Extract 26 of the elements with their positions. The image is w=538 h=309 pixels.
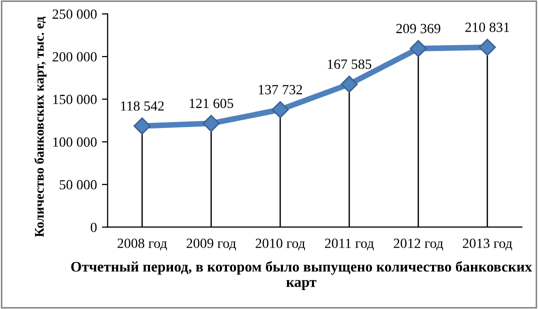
x-axis-title: Отчетный период, в котором было выпущено количество банковских карт	[71, 261, 532, 290]
y-tick-label: 200 000	[52, 52, 97, 62]
x-tick-label: 2012 год	[394, 238, 444, 251]
point	[340, 76, 358, 93]
y-tick-label: 150 000	[53, 94, 97, 104]
data-label: 210 831	[465, 22, 510, 32]
point	[202, 114, 220, 132]
data-label: 118 542	[121, 101, 164, 111]
x-tick-label: 2010 год	[256, 238, 306, 251]
point	[410, 40, 427, 58]
x-tick-label: 2009 год	[186, 238, 236, 251]
point	[272, 101, 289, 118]
data-label: 209 369	[396, 24, 440, 34]
point	[478, 38, 496, 56]
data-label: 137 732	[258, 84, 302, 94]
data-label: 167 585	[328, 60, 372, 69]
y-tick-label: 250 000	[52, 9, 97, 19]
y-tick-label: 100 000	[53, 137, 97, 147]
y-axis-title: Количество банковских карт, тыс. ед	[34, 16, 46, 238]
x-tick-label: 2013 год	[462, 238, 512, 251]
point	[134, 117, 151, 135]
x-tick-label: 2008 год	[118, 238, 167, 251]
data-label: 121 605	[190, 98, 234, 108]
y-tick-label: 0	[90, 222, 97, 232]
y-tick-label: 50 000	[60, 180, 97, 190]
x-tick-label: 2011 год	[325, 238, 374, 251]
